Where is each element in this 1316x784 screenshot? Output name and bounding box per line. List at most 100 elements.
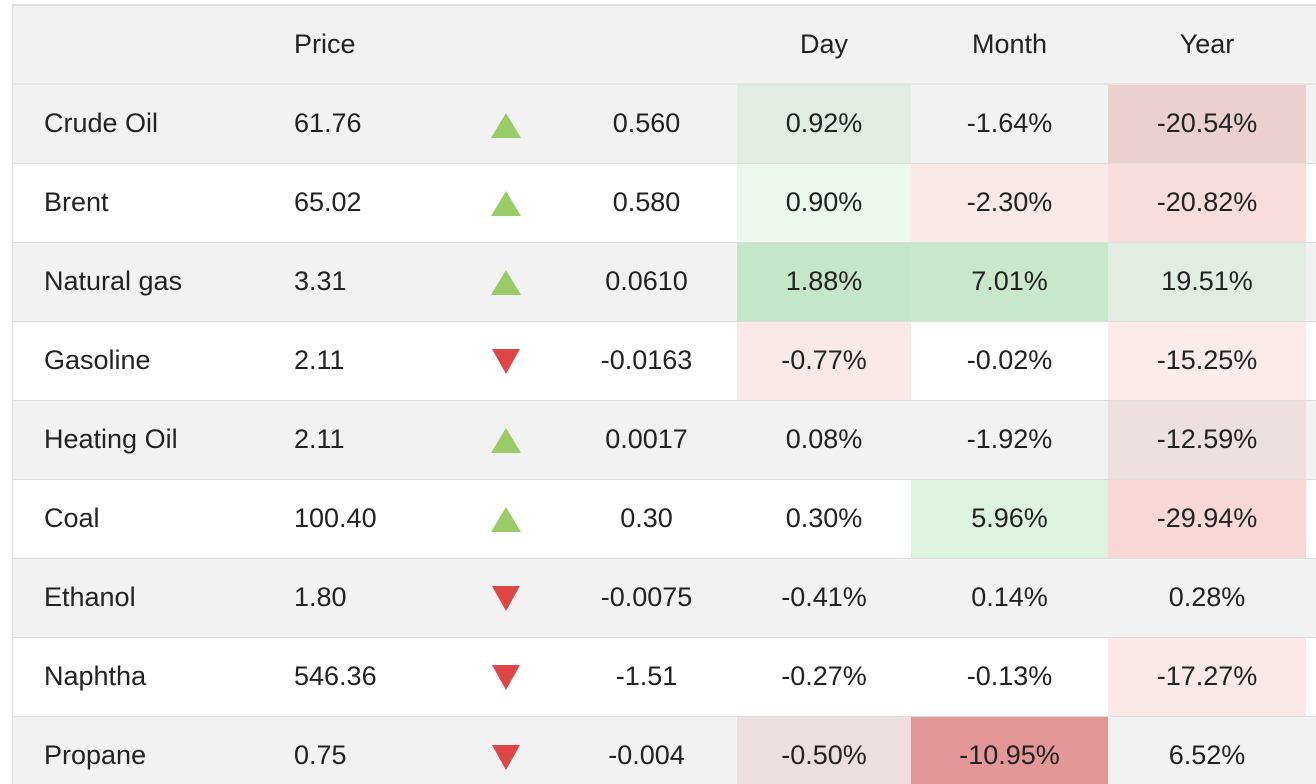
commodity-name-link[interactable]: Heating Oil [13, 399, 282, 479]
direction-cell [456, 320, 556, 400]
change-cell: -0.0163 [556, 320, 737, 400]
month-percent-cell: 0.14% [911, 557, 1108, 637]
direction-cell [456, 399, 556, 479]
direction-cell [456, 83, 556, 163]
row-pad [1306, 636, 1316, 716]
row-pad [1306, 399, 1316, 479]
day-percent-cell: -0.77% [737, 320, 911, 400]
day-percent-cell: 0.92% [737, 83, 911, 163]
day-percent-cell: 0.30% [737, 478, 911, 558]
price-cell: 546.36 [282, 636, 456, 716]
commodity-name-link[interactable]: Ethanol [13, 557, 282, 637]
change-cell: 0.0017 [556, 399, 737, 479]
header-day[interactable]: Day [737, 4, 911, 85]
header-change [556, 4, 737, 85]
table-row[interactable]: Brent 65.02 0.580 0.90% -2.30% -20.82% [13, 162, 1316, 242]
commodity-name-link[interactable]: Crude Oil [13, 83, 282, 163]
price-cell: 2.11 [282, 399, 456, 479]
commodity-name-link[interactable]: Natural gas [13, 241, 282, 321]
change-cell: -0.004 [556, 715, 737, 784]
table-row[interactable]: Gasoline 2.11 -0.0163 -0.77% -0.02% -15.25% [13, 320, 1316, 400]
table-row[interactable]: Naphtha 546.36 -1.51 -0.27% -0.13% -17.27% [13, 636, 1316, 716]
commodity-name-link[interactable]: Brent [13, 162, 282, 242]
header-arrow [456, 4, 556, 85]
year-percent-cell: -15.25% [1108, 320, 1306, 400]
direction-cell [456, 162, 556, 242]
month-percent-cell: -1.92% [911, 399, 1108, 479]
price-cell: 0.75 [282, 715, 456, 784]
year-percent-cell: 0.28% [1108, 557, 1306, 637]
change-cell: 0.30 [556, 478, 737, 558]
header-name [13, 4, 282, 85]
table-row[interactable]: Heating Oil 2.11 0.0017 0.08% -1.92% -12.59% [13, 399, 1316, 479]
table-row[interactable]: Coal 100.40 0.30 0.30% 5.96% -29.94% [13, 478, 1316, 558]
year-percent-cell: -12.59% [1108, 399, 1306, 479]
month-percent-cell: -0.13% [911, 636, 1108, 716]
price-cell: 61.76 [282, 83, 456, 163]
table-row[interactable]: Crude Oil 61.76 0.560 0.92% -1.64% -20.54% [13, 83, 1316, 163]
price-cell: 100.40 [282, 478, 456, 558]
triangle-down-icon [492, 586, 520, 612]
row-pad [1306, 715, 1316, 784]
table-row[interactable]: Natural gas 3.31 0.0610 1.88% 7.01% 19.51% [13, 241, 1316, 321]
price-cell: 1.80 [282, 557, 456, 637]
year-percent-cell: -20.82% [1108, 162, 1306, 242]
month-percent-cell: 5.96% [911, 478, 1108, 558]
day-percent-cell: -0.41% [737, 557, 911, 637]
commodity-name-link[interactable]: Coal [13, 478, 282, 558]
change-cell: -0.0075 [556, 557, 737, 637]
direction-cell [456, 478, 556, 558]
year-percent-cell: 6.52% [1108, 715, 1306, 784]
change-cell: 0.0610 [556, 241, 737, 321]
table-header-row: Price Day Month Year [13, 4, 1316, 85]
table-row[interactable]: Propane 0.75 -0.004 -0.50% -10.95% 6.52% [13, 715, 1316, 784]
price-cell: 65.02 [282, 162, 456, 242]
direction-cell [456, 636, 556, 716]
price-cell: 3.31 [282, 241, 456, 321]
day-percent-cell: 1.88% [737, 241, 911, 321]
row-pad [1306, 320, 1316, 400]
table-left-border [12, 4, 13, 784]
row-pad [1306, 478, 1316, 558]
day-percent-cell: 0.08% [737, 399, 911, 479]
header-year[interactable]: Year [1108, 4, 1306, 85]
triangle-down-icon [492, 744, 520, 770]
header-price[interactable]: Price [282, 4, 456, 85]
triangle-up-icon [491, 112, 521, 138]
change-cell: 0.580 [556, 162, 737, 242]
commodities-table: Price Day Month Year Crude Oil 61.76 0.560… [13, 4, 1316, 784]
month-percent-cell: -2.30% [911, 162, 1108, 242]
year-percent-cell: -17.27% [1108, 636, 1306, 716]
row-pad [1306, 83, 1316, 163]
year-percent-cell: 19.51% [1108, 241, 1306, 321]
header-month[interactable]: Month [911, 4, 1108, 85]
month-percent-cell: -1.64% [911, 83, 1108, 163]
triangle-down-icon [492, 665, 520, 691]
month-percent-cell: -10.95% [911, 715, 1108, 784]
change-cell: 0.560 [556, 83, 737, 163]
direction-cell [456, 241, 556, 321]
commodity-name-link[interactable]: Propane [13, 715, 282, 784]
month-percent-cell: -0.02% [911, 320, 1108, 400]
day-percent-cell: -0.50% [737, 715, 911, 784]
month-percent-cell: 7.01% [911, 241, 1108, 321]
header-pad [1306, 4, 1316, 85]
triangle-down-icon [492, 349, 520, 375]
year-percent-cell: -20.54% [1108, 83, 1306, 163]
direction-cell [456, 715, 556, 784]
row-pad [1306, 241, 1316, 321]
row-pad [1306, 557, 1316, 637]
row-pad [1306, 162, 1316, 242]
commodity-name-link[interactable]: Naphtha [13, 636, 282, 716]
table-row[interactable]: Ethanol 1.80 -0.0075 -0.41% 0.14% 0.28% [13, 557, 1316, 637]
direction-cell [456, 557, 556, 637]
triangle-up-icon [491, 428, 521, 454]
triangle-up-icon [491, 507, 521, 533]
triangle-up-icon [491, 191, 521, 217]
year-percent-cell: -29.94% [1108, 478, 1306, 558]
commodity-name-link[interactable]: Gasoline [13, 320, 282, 400]
day-percent-cell: -0.27% [737, 636, 911, 716]
price-cell: 2.11 [282, 320, 456, 400]
change-cell: -1.51 [556, 636, 737, 716]
